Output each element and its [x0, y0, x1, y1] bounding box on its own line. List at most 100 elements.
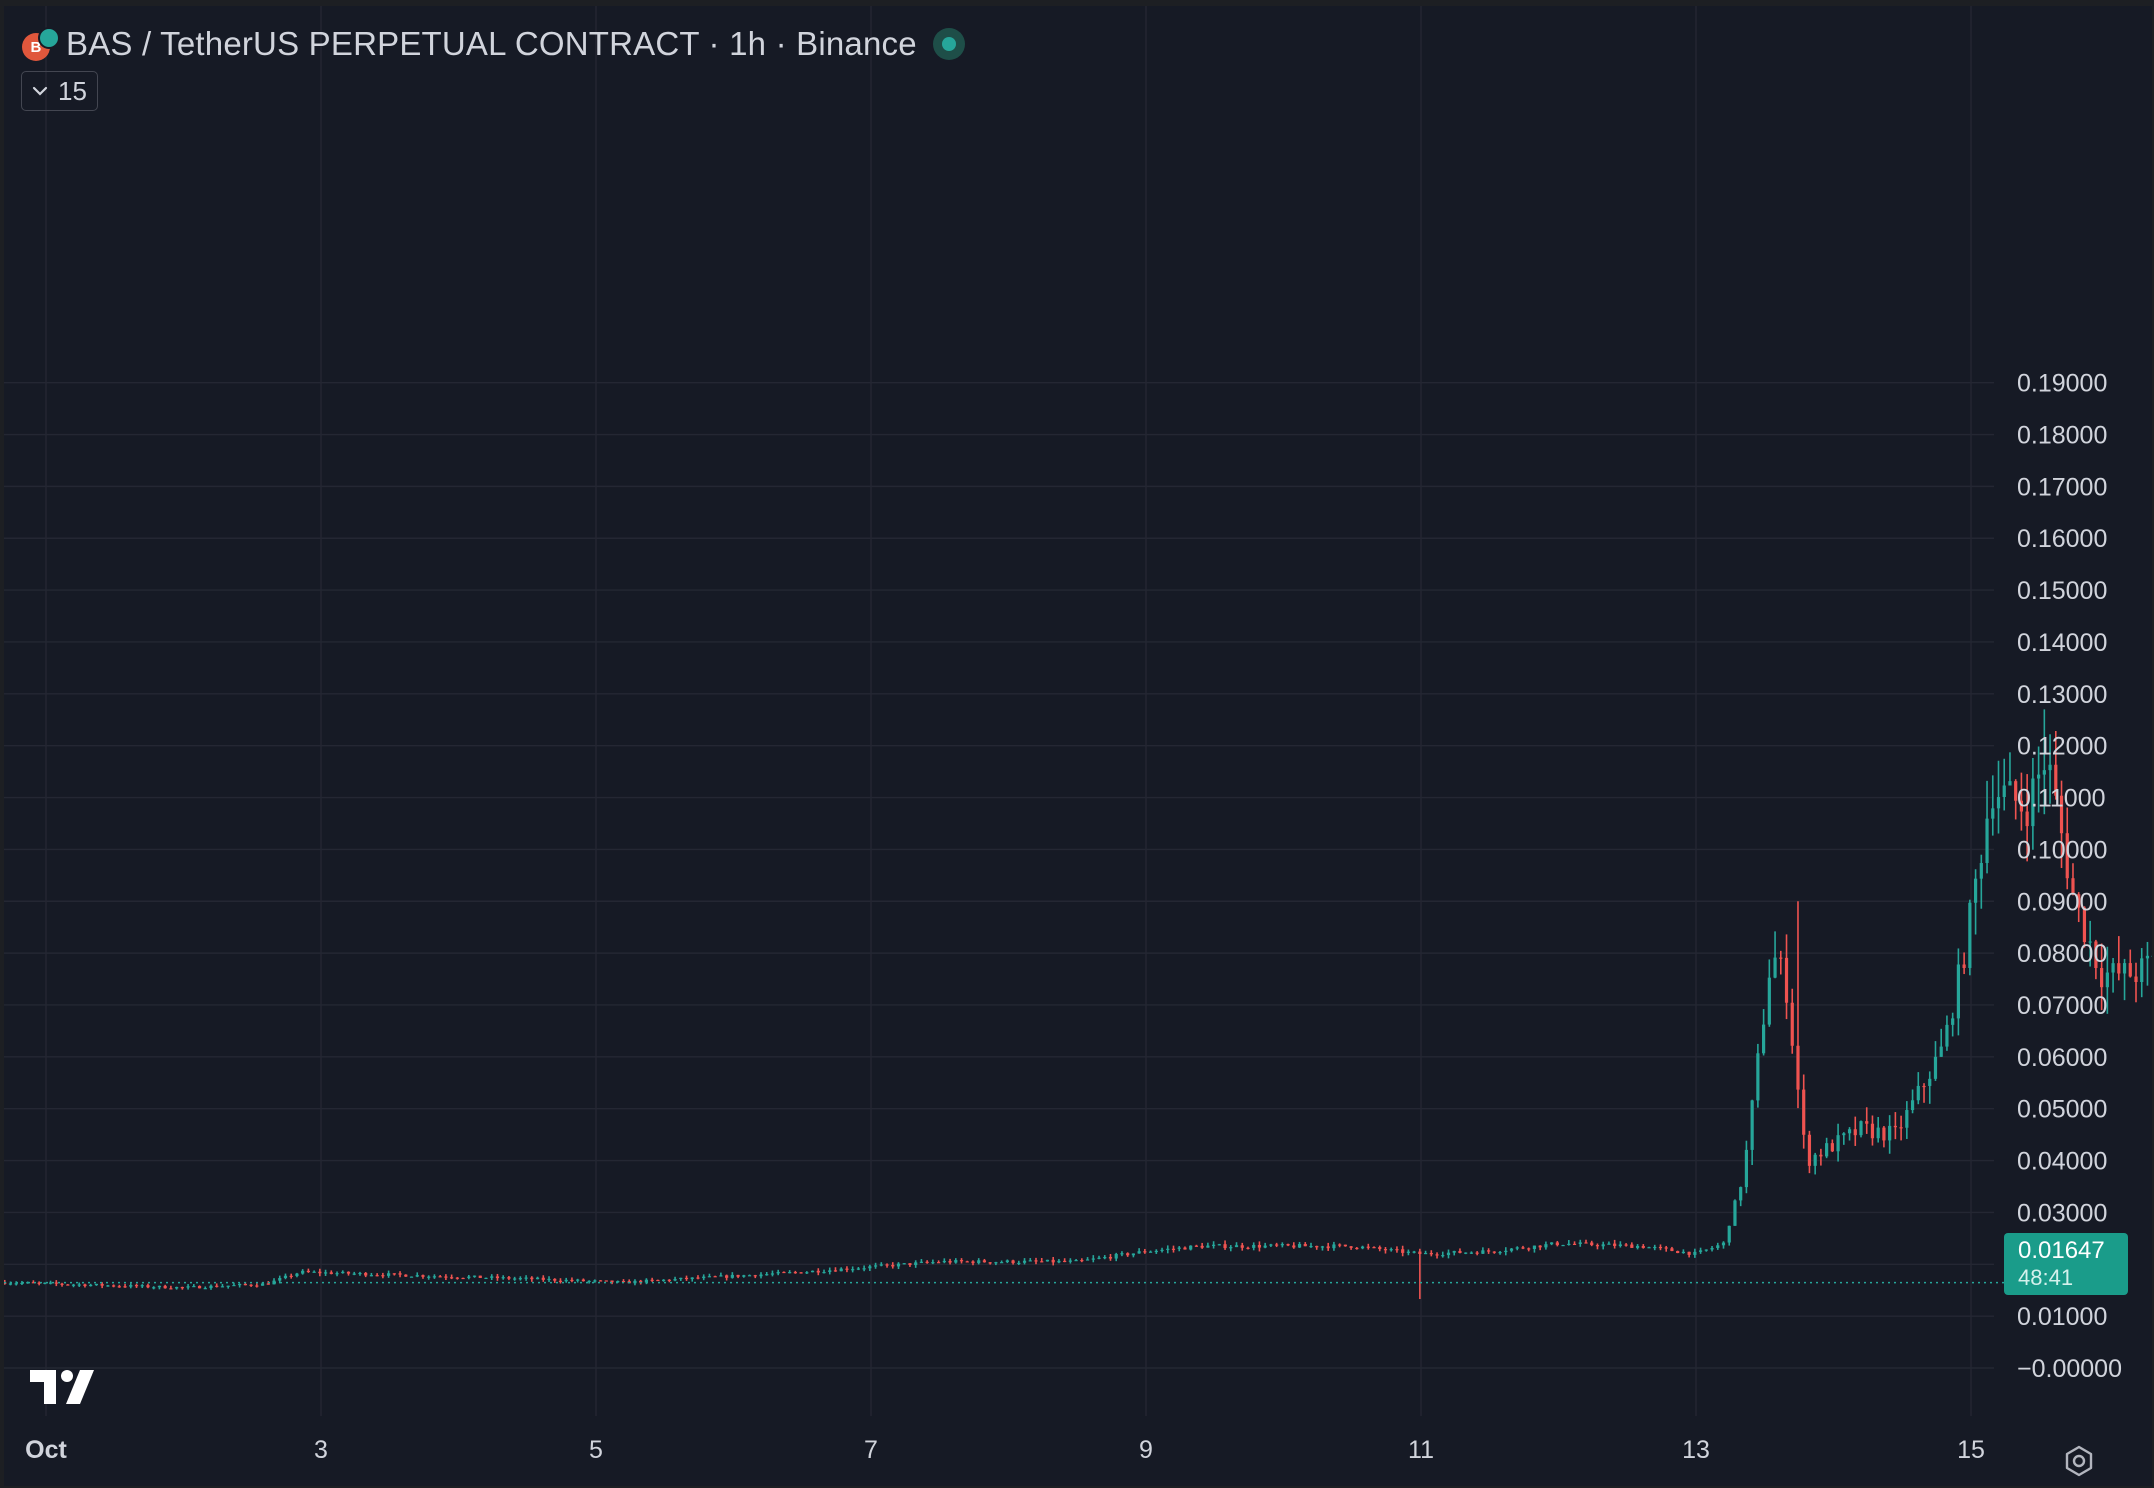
candle: [415, 1272, 419, 1278]
price-axis[interactable]: 0.19000 0.18000 0.17000 0.16000 0.15000 0.140…: [2017, 370, 2122, 1383]
candle: [1315, 1245, 1319, 1250]
candle: [450, 1274, 454, 1280]
price-tick-label: 0.19000: [2017, 370, 2107, 398]
candle: [662, 1279, 666, 1282]
candle: [1830, 1139, 1834, 1153]
candle: [20, 1280, 24, 1285]
symbol-header[interactable]: B BAS / TetherUS PERPETUAL CONTRACT · 1h…: [22, 20, 965, 68]
candle: [1286, 1243, 1290, 1247]
candle: [856, 1267, 860, 1271]
market-status-icon: [932, 28, 965, 60]
candle: [1698, 1247, 1703, 1254]
candle: [1263, 1242, 1267, 1249]
candle: [650, 1277, 654, 1282]
candle: [656, 1279, 660, 1282]
candle: [352, 1271, 356, 1276]
candle: [621, 1279, 626, 1283]
candle: [1767, 959, 1771, 1027]
candle: [392, 1273, 396, 1276]
candle: [1257, 1241, 1262, 1252]
candle: [89, 1283, 93, 1287]
candle: [94, 1283, 99, 1286]
candle: [1802, 1074, 1806, 1149]
price-tick-label: 0.14000: [2017, 629, 2107, 657]
candle: [123, 1283, 127, 1288]
candle: [48, 1280, 53, 1285]
time-axis[interactable]: Oct357911131517192123252729: [25, 1436, 2152, 1464]
candle: [1063, 1258, 1067, 1263]
candle: [1252, 1242, 1256, 1251]
candle: [598, 1280, 603, 1282]
candle: [2128, 949, 2132, 978]
candle: [2019, 772, 2024, 831]
candle: [1567, 1240, 1571, 1246]
candle: [1590, 1240, 1594, 1247]
price-tick-label: 0.03000: [2017, 1199, 2107, 1227]
candle: [541, 1275, 545, 1282]
candle: [146, 1283, 150, 1289]
candle: [2117, 936, 2121, 981]
candle: [134, 1283, 139, 1288]
candle: [914, 1260, 918, 1268]
candle: [719, 1272, 723, 1277]
candle: [518, 1276, 522, 1281]
candle: [1784, 934, 1789, 1020]
candle: [1108, 1254, 1113, 1261]
candle: [438, 1275, 442, 1278]
candle: [1464, 1252, 1468, 1255]
candle: [2037, 746, 2041, 813]
candle: [1395, 1246, 1399, 1253]
candle: [1183, 1246, 1187, 1250]
candle: [1916, 1072, 1920, 1105]
candle: [1544, 1241, 1548, 1250]
candle: [679, 1277, 683, 1281]
candle: [318, 1268, 322, 1277]
candle: [1481, 1247, 1485, 1254]
candle: [1372, 1246, 1376, 1249]
candle: [323, 1269, 328, 1277]
candle: [60, 1282, 64, 1287]
candle: [295, 1272, 299, 1278]
candle: [2082, 906, 2087, 948]
settings-gear-icon[interactable]: [2062, 1444, 2096, 1478]
candle: [1292, 1242, 1296, 1249]
candle: [306, 1268, 310, 1273]
candle: [157, 1285, 162, 1290]
candle: [1332, 1241, 1336, 1251]
candle: [1733, 1199, 1737, 1226]
candle: [1532, 1245, 1537, 1253]
candlestick-chart[interactable]: 0.19000 0.18000 0.17000 0.16000 0.15000 0.140…: [4, 6, 2152, 1486]
candle: [301, 1269, 305, 1275]
candle: [1171, 1245, 1176, 1253]
tradingview-logo-icon[interactable]: [30, 1370, 96, 1404]
candle: [203, 1286, 207, 1290]
candle: [175, 1286, 179, 1290]
candle: [66, 1284, 70, 1286]
candle: [1131, 1253, 1135, 1258]
candle: [1200, 1242, 1204, 1249]
candle: [404, 1274, 408, 1277]
candle: [398, 1271, 402, 1278]
candle: [220, 1283, 225, 1288]
candle: [742, 1274, 746, 1278]
candle: [558, 1278, 563, 1284]
candle: [1899, 1115, 1903, 1141]
candle: [1647, 1246, 1651, 1249]
candle: [1842, 1132, 1846, 1145]
candle: [501, 1275, 505, 1280]
indicator-collapse-button[interactable]: 15: [21, 71, 98, 111]
candle: [1945, 1015, 1949, 1051]
price-tick-label: 0.15000: [2017, 577, 2107, 605]
candle: [1492, 1251, 1496, 1254]
candle: [1280, 1242, 1284, 1248]
candle: [954, 1258, 958, 1264]
candle: [1962, 952, 1966, 975]
candle: [696, 1275, 700, 1280]
candle: [1446, 1249, 1451, 1259]
candle: [1418, 1248, 1422, 1300]
candle: [1229, 1245, 1233, 1252]
symbol-title[interactable]: BAS / TetherUS PERPETUAL CONTRACT · 1h ·…: [66, 25, 917, 62]
candle: [1618, 1241, 1622, 1248]
candle: [1022, 1258, 1027, 1265]
candle: [249, 1284, 253, 1287]
